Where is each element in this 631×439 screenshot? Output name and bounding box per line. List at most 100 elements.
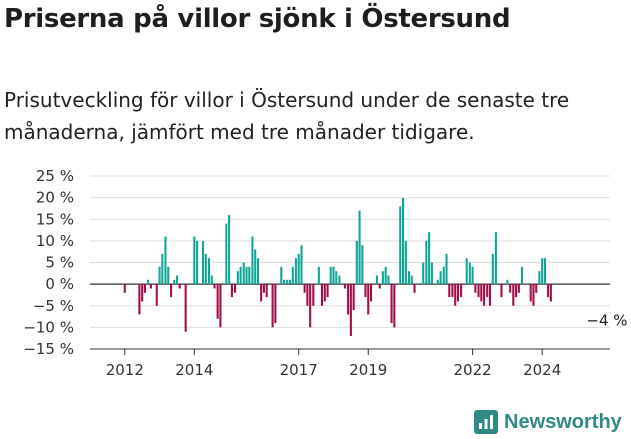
bar [254,249,257,285]
bar [460,284,463,298]
bar [387,275,390,285]
bar [465,258,468,285]
bar [399,206,402,285]
y-tick-label: −5 % [33,297,74,315]
bar [442,266,445,285]
x-axis: 2012 2014 2017 2019 2022 2024 [90,348,610,379]
bar [509,284,512,293]
bar [445,253,448,285]
bar [491,253,494,285]
bar [352,284,355,311]
bar [260,284,263,302]
bar [147,279,150,285]
y-tick-label: 15 % [36,210,74,228]
bar [291,266,294,285]
bar [541,258,544,285]
bar [303,284,306,293]
bar [428,232,431,285]
x-tick-label: 2014 [175,361,213,379]
bar [175,275,178,285]
bar [393,284,396,328]
chart-subtitle: Prisutveckling för villor i Östersund un… [4,88,570,144]
y-tick-label: −15 % [23,340,74,358]
x-tick-label: 2019 [349,361,387,379]
bar [271,284,274,328]
bar [483,284,486,306]
bar [520,266,524,285]
bar [320,284,324,306]
bar [454,284,457,306]
bar [143,284,146,293]
bar [538,271,541,285]
bar [451,284,454,298]
bar [549,284,552,302]
bar [219,284,222,328]
bar [532,284,535,306]
bar [161,253,164,285]
bar [170,284,173,298]
bar [300,245,303,285]
bar [294,258,297,285]
bar [283,279,286,285]
bar [248,266,251,285]
bar [288,279,292,285]
bar [349,284,352,337]
y-tick-label: 0 % [45,275,74,293]
bar [196,240,199,285]
bar [355,240,358,285]
bar [506,279,509,285]
bar [216,284,219,319]
bar [448,284,451,298]
bar [390,284,393,324]
bar [512,284,515,306]
bar [123,284,126,293]
y-tick-label: −10 % [23,318,74,336]
bar [242,262,245,285]
bar [430,262,433,285]
bar [407,271,410,285]
bar [425,240,428,285]
bar [547,284,550,298]
bar [245,266,248,285]
bar [494,232,497,285]
bar [343,284,346,289]
x-tick-label: 2012 [106,361,144,379]
bar [326,284,329,298]
y-tick-label: 25 % [36,167,74,185]
bar [535,284,538,293]
brand-name: Newsworthy [504,410,622,433]
bar [439,271,442,285]
bar [210,275,213,285]
bar [367,284,370,315]
bar [422,262,425,285]
bar [402,197,405,285]
bar [347,284,350,315]
bar [413,284,416,293]
bar [251,236,254,285]
bar [471,266,474,285]
bar [225,223,228,285]
y-tick-label: 20 % [36,189,74,207]
bar [173,279,176,285]
bar [468,262,471,285]
bar [202,240,205,285]
chart-title: Priserna på villor sjönk i Östersund [4,4,511,34]
bar [286,279,289,285]
x-tick-label: 2024 [523,361,561,379]
bar [384,266,387,285]
bar [500,284,503,298]
bar [335,271,338,285]
x-tick-label: 2022 [454,361,492,379]
bar [138,284,141,315]
bar [141,284,144,302]
bar [204,253,207,285]
newsworthy-logo-icon [474,410,498,434]
bar [515,284,518,298]
bar [312,284,315,306]
bar [306,284,309,306]
y-tick-label: 10 % [36,232,74,250]
bar [488,284,492,306]
bar [323,284,326,302]
bar [265,284,268,298]
